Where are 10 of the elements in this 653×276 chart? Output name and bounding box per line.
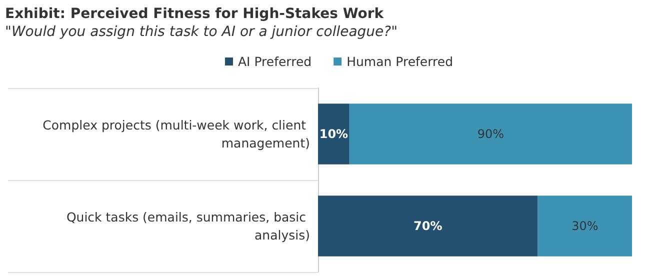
y-tick-label: Quick tasks (emails, summaries, basic analysis) [66,210,310,242]
data-label: 10% [319,127,348,141]
legend-label: Human Preferred [346,54,454,69]
legend-label: AI Preferred [238,54,312,69]
data-label: 90% [477,127,504,141]
text: Exhibit: Perceived Fitness for High-Stakes Work [5,6,384,22]
y-tick-label: Complex projects (multi-week work, client management) [42,118,310,150]
text: "Would you assign this task to AI or a junior colleague?" [5,24,398,40]
data-label: 30% [572,219,598,233]
data-label: 70% [414,219,442,233]
